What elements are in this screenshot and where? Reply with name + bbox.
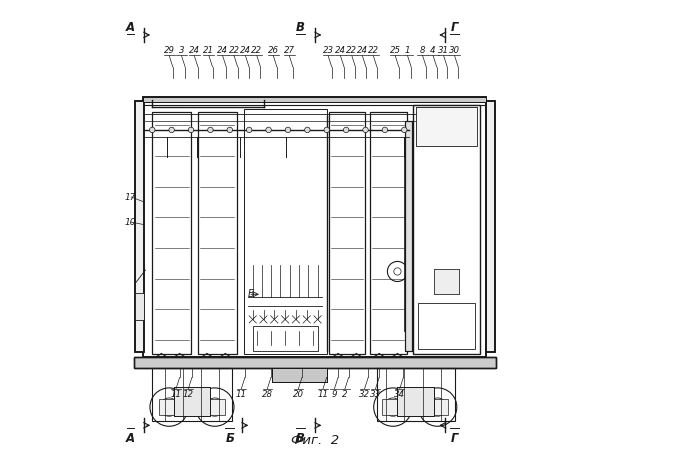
Text: 22: 22	[252, 46, 262, 55]
Bar	[134, 357, 496, 368]
Text: 10: 10	[125, 218, 136, 227]
Text: Б: Б	[225, 432, 234, 445]
Bar	[143, 97, 487, 102]
Text: 28: 28	[262, 390, 273, 399]
Text: 23: 23	[322, 46, 333, 55]
Bar	[135, 293, 144, 320]
Circle shape	[247, 127, 252, 133]
Text: 24: 24	[189, 46, 200, 55]
Text: 22: 22	[346, 46, 357, 55]
Text: 24: 24	[356, 46, 368, 55]
Bar	[243, 109, 326, 354]
Bar	[135, 101, 144, 352]
Bar	[198, 112, 237, 354]
Text: 22: 22	[368, 46, 379, 55]
Bar	[253, 326, 317, 351]
Text: 34: 34	[394, 390, 405, 399]
Bar	[135, 101, 144, 352]
Circle shape	[208, 127, 213, 133]
Bar	[329, 112, 366, 354]
Text: Б: Б	[248, 289, 255, 299]
Circle shape	[401, 127, 407, 133]
Bar	[159, 399, 180, 415]
Text: А: А	[126, 432, 135, 445]
Bar	[370, 112, 407, 354]
Text: Г: Г	[451, 432, 459, 445]
Bar	[405, 121, 412, 351]
Bar	[204, 399, 225, 415]
Bar	[174, 387, 210, 416]
Circle shape	[363, 127, 368, 133]
Circle shape	[324, 127, 329, 133]
Bar	[486, 101, 495, 352]
Bar	[398, 387, 434, 416]
Text: 24: 24	[217, 46, 228, 55]
Text: 30: 30	[449, 46, 460, 55]
Bar	[377, 368, 454, 421]
Bar	[134, 357, 496, 368]
Circle shape	[169, 127, 174, 133]
Bar	[486, 101, 495, 352]
Text: 2: 2	[343, 390, 347, 399]
Text: 32: 32	[359, 390, 370, 399]
Text: 25: 25	[389, 46, 401, 55]
Text: 8: 8	[420, 46, 425, 55]
Bar	[382, 399, 403, 415]
Bar	[413, 105, 480, 354]
Bar	[152, 112, 191, 354]
Text: 9: 9	[332, 390, 337, 399]
Bar	[272, 368, 326, 382]
Bar	[418, 304, 475, 349]
Text: А: А	[126, 21, 135, 33]
Text: Фиг.  2: Фиг. 2	[291, 434, 339, 447]
Circle shape	[285, 127, 291, 133]
Text: 11: 11	[171, 390, 182, 399]
Text: 11: 11	[317, 390, 329, 399]
Bar	[272, 368, 326, 382]
Text: 24: 24	[335, 46, 346, 55]
Bar	[405, 121, 412, 351]
Text: 17: 17	[125, 192, 136, 202]
Circle shape	[305, 127, 310, 133]
Bar	[416, 107, 477, 146]
Text: 22: 22	[229, 46, 240, 55]
Bar	[398, 387, 434, 416]
Text: 11: 11	[236, 390, 247, 399]
Text: 29: 29	[164, 46, 175, 55]
Bar	[427, 399, 448, 415]
Bar	[143, 97, 487, 357]
Text: 31: 31	[438, 46, 449, 55]
Bar	[143, 97, 487, 102]
Text: В: В	[296, 21, 305, 33]
Text: В: В	[296, 432, 305, 445]
Text: 1: 1	[405, 46, 410, 55]
Circle shape	[150, 127, 155, 133]
Text: 20: 20	[293, 390, 304, 399]
Bar	[174, 387, 210, 416]
Text: 4: 4	[431, 46, 435, 55]
Circle shape	[227, 127, 233, 133]
Text: 3: 3	[179, 46, 185, 55]
Text: Г: Г	[451, 21, 459, 33]
Text: 33: 33	[370, 390, 381, 399]
Bar	[152, 368, 231, 421]
Circle shape	[188, 127, 194, 133]
Text: 12: 12	[183, 390, 194, 399]
Circle shape	[382, 127, 388, 133]
Circle shape	[266, 127, 271, 133]
Bar	[434, 269, 459, 294]
Bar	[434, 269, 459, 294]
Circle shape	[343, 127, 349, 133]
Text: 21: 21	[203, 46, 215, 55]
Text: 27: 27	[284, 46, 295, 55]
Text: 24: 24	[240, 46, 251, 55]
Text: 26: 26	[268, 46, 279, 55]
